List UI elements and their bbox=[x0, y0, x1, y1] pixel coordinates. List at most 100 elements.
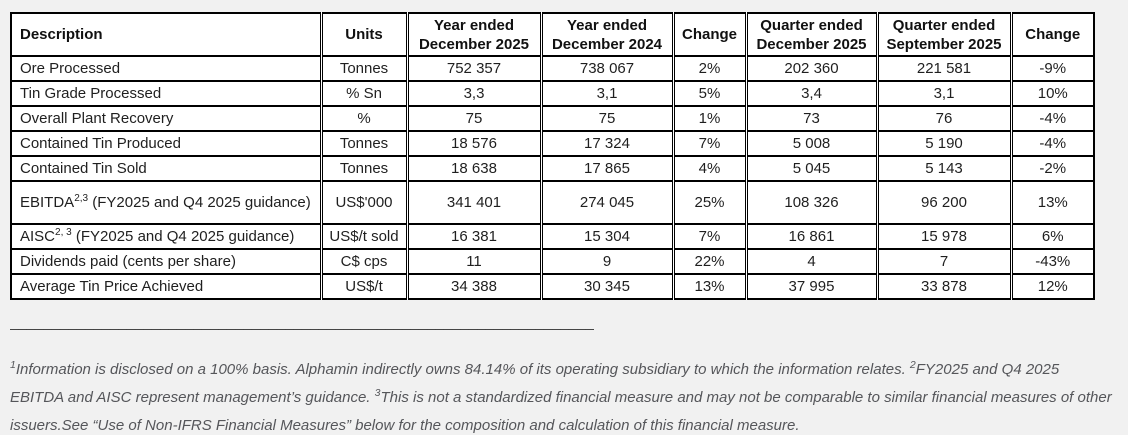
table-row: AISC2, 3 (FY2025 and Q4 2025 guidance) US… bbox=[10, 223, 1095, 250]
footnote-number: 3 bbox=[374, 387, 381, 399]
row-value: 5 143 bbox=[875, 155, 1013, 182]
row-value: 274 045 bbox=[539, 180, 675, 225]
row-value: 16 861 bbox=[744, 223, 879, 250]
row-value: 752 357 bbox=[405, 55, 543, 82]
row-value: 202 360 bbox=[744, 55, 879, 82]
table-row: Ore Processed Tonnes 752 357 738 067 2% 202 3… bbox=[10, 55, 1095, 82]
row-value: 33 878 bbox=[875, 273, 1013, 300]
row-value: 1% bbox=[671, 105, 748, 132]
row-description: Average Tin Price Achieved bbox=[10, 273, 323, 300]
row-value: 3,4 bbox=[744, 80, 879, 107]
row-value: 7% bbox=[671, 130, 748, 157]
row-value: 5% bbox=[671, 80, 748, 107]
financials-table: Description Units Year ended December 202… bbox=[10, 12, 1095, 300]
row-description: Dividends paid (cents per share) bbox=[10, 248, 323, 275]
row-value: -2% bbox=[1009, 155, 1095, 182]
footnote-number: 1 bbox=[10, 359, 16, 371]
row-value: 15 304 bbox=[539, 223, 675, 250]
row-unit: Tonnes bbox=[319, 155, 409, 182]
row-value: 34 388 bbox=[405, 273, 543, 300]
row-value: 13% bbox=[1009, 180, 1095, 225]
row-value: 12% bbox=[1009, 273, 1095, 300]
row-value: 5 045 bbox=[744, 155, 879, 182]
row-value: 17 865 bbox=[539, 155, 675, 182]
row-value: 18 638 bbox=[405, 155, 543, 182]
row-value: 3,1 bbox=[539, 80, 675, 107]
row-value: 18 576 bbox=[405, 130, 543, 157]
row-value: 25% bbox=[671, 180, 748, 225]
column-header-change-yoy: Change bbox=[671, 12, 748, 57]
row-unit: US$'000 bbox=[319, 180, 409, 225]
row-description: AISC2, 3 (FY2025 and Q4 2025 guidance) bbox=[10, 223, 323, 250]
row-value: 10% bbox=[1009, 80, 1095, 107]
row-value: 3,3 bbox=[405, 80, 543, 107]
row-unit: C$ cps bbox=[319, 248, 409, 275]
row-unit: US$/t sold bbox=[319, 223, 409, 250]
row-value: 76 bbox=[875, 105, 1013, 132]
column-header-quarter-ended-september-2025: Quarter ended September 2025 bbox=[875, 12, 1013, 57]
row-value: 16 381 bbox=[405, 223, 543, 250]
row-value: 15 978 bbox=[875, 223, 1013, 250]
footnote-number: 2 bbox=[909, 359, 916, 371]
table-row: Contained Tin Sold Tonnes 18 638 17 865 4% 5 … bbox=[10, 155, 1095, 182]
row-value: 3,1 bbox=[875, 80, 1013, 107]
row-description: Overall Plant Recovery bbox=[10, 105, 323, 132]
row-value: 11 bbox=[405, 248, 543, 275]
column-header-year-ended-december-2025: Year ended December 2025 bbox=[405, 12, 543, 57]
table-row: Contained Tin Produced Tonnes 18 576 17 324… bbox=[10, 130, 1095, 157]
table-body: Ore Processed Tonnes 752 357 738 067 2% 202 3… bbox=[10, 55, 1095, 300]
table-row: Tin Grade Processed% Sn 3,3 3,1 5% 3,4 3,1 10% bbox=[10, 80, 1095, 107]
row-description: Contained Tin Sold bbox=[10, 155, 323, 182]
row-value: 7 bbox=[875, 248, 1013, 275]
row-value: 738 067 bbox=[539, 55, 675, 82]
table-row: Average Tin Price Achieved US$/t 34 388 30 … bbox=[10, 273, 1095, 300]
table-row: Overall Plant Recovery% 75 75 1% 73 76 -4% bbox=[10, 105, 1095, 132]
row-value: 22% bbox=[671, 248, 748, 275]
row-value: 37 995 bbox=[744, 273, 879, 300]
table-row: EBITDA2,3 (FY2025 and Q4 2025 guidance) U… bbox=[10, 180, 1095, 225]
row-value: 75 bbox=[539, 105, 675, 132]
footnote-reference: 2,3 bbox=[74, 193, 89, 204]
row-value: 6% bbox=[1009, 223, 1095, 250]
table-row: Dividends paid (cents per share) C$ cps 11… bbox=[10, 248, 1095, 275]
row-unit: Tonnes bbox=[319, 55, 409, 82]
row-value: -4% bbox=[1009, 105, 1095, 132]
row-value: 108 326 bbox=[744, 180, 879, 225]
footnote: 1Information is disclosed on a 100% basi… bbox=[10, 359, 1112, 434]
row-unit: % Sn bbox=[319, 80, 409, 107]
row-value: 221 581 bbox=[875, 55, 1013, 82]
row-value: 73 bbox=[744, 105, 879, 132]
column-header-units: Units bbox=[319, 12, 409, 57]
row-value: 9 bbox=[539, 248, 675, 275]
row-description: EBITDA2,3 (FY2025 and Q4 2025 guidance) bbox=[10, 180, 323, 225]
row-description: Tin Grade Processed bbox=[10, 80, 323, 107]
footnote-reference: 2, 3 bbox=[55, 227, 72, 238]
header-row: Description Units Year ended December 202… bbox=[10, 12, 1095, 57]
row-value: -9% bbox=[1009, 55, 1095, 82]
row-value: 4% bbox=[671, 155, 748, 182]
row-description: Ore Processed bbox=[10, 55, 323, 82]
row-value: 341 401 bbox=[405, 180, 543, 225]
row-unit: US$/t bbox=[319, 273, 409, 300]
row-value: 30 345 bbox=[539, 273, 675, 300]
row-value: 7% bbox=[671, 223, 748, 250]
row-value: 2% bbox=[671, 55, 748, 82]
column-header-quarter-ended-december-2025: Quarter ended December 2025 bbox=[744, 12, 879, 57]
row-value: 17 324 bbox=[539, 130, 675, 157]
row-unit: Tonnes bbox=[319, 130, 409, 157]
separator-line: ________________________________________… bbox=[10, 314, 594, 331]
row-value: 4 bbox=[744, 248, 879, 275]
row-value: 13% bbox=[671, 273, 748, 300]
column-header-description: Description bbox=[10, 12, 323, 57]
row-unit: % bbox=[319, 105, 409, 132]
row-value: 5 008 bbox=[744, 130, 879, 157]
column-header-year-ended-december-2024: Year ended December 2024 bbox=[539, 12, 675, 57]
row-description: Contained Tin Produced bbox=[10, 130, 323, 157]
row-value: -43% bbox=[1009, 248, 1095, 275]
row-value: -4% bbox=[1009, 130, 1095, 157]
column-header-change-qoq: Change bbox=[1009, 12, 1095, 57]
row-value: 75 bbox=[405, 105, 543, 132]
row-value: 5 190 bbox=[875, 130, 1013, 157]
row-value: 96 200 bbox=[875, 180, 1013, 225]
